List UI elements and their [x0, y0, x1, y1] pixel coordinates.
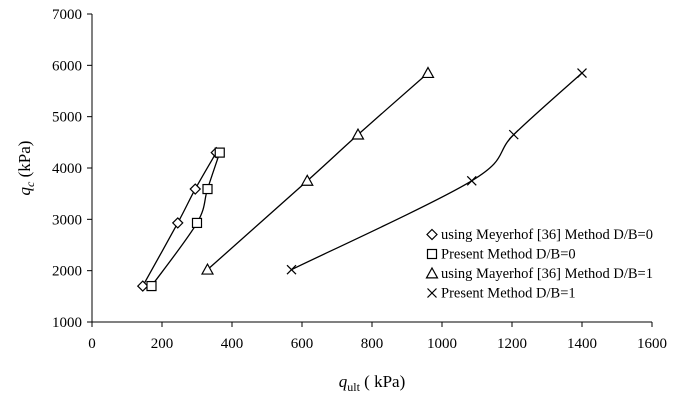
y-axis-ticks: 1000 2000 3000 4000 5000 6000 7000	[52, 7, 92, 331]
series-2-point	[202, 183, 213, 195]
series-3-point	[300, 174, 314, 186]
x-axis-label: qult ( kPa)	[339, 372, 406, 391]
series-4-point	[286, 264, 297, 275]
x-axis-label-main: q	[339, 372, 348, 391]
legend-marker-4-stroke	[427, 288, 437, 298]
y-tick-label: 6000	[52, 58, 82, 74]
series-1-point	[136, 280, 149, 292]
legend-label-2: Present Method D/B=0	[441, 247, 576, 263]
legend-marker-3	[425, 266, 439, 279]
series-4-curve	[291, 72, 583, 271]
y-axis-label-sub: c	[23, 181, 37, 187]
series-3-curve	[207, 72, 429, 271]
series-3-point	[351, 127, 365, 140]
series-1-point	[171, 217, 184, 229]
y-tick-label: 5000	[52, 110, 82, 126]
x-tick-label: 600	[291, 336, 314, 352]
series-2-curve	[150, 152, 221, 287]
y-tick-label: 7000	[52, 7, 82, 23]
x-tick-label: 400	[221, 336, 244, 352]
series-2-point	[214, 147, 225, 158]
y-axis-label: qc (kPa)	[15, 141, 37, 196]
series-1-curve	[142, 152, 217, 287]
x-tick-label: 0	[88, 336, 96, 352]
legend-marker-1	[426, 228, 438, 241]
series-1-point	[189, 183, 202, 195]
y-tick-label: 4000	[52, 161, 82, 177]
x-axis-label-sub: ult	[347, 380, 360, 391]
series-2-point	[191, 217, 203, 229]
series-2-point	[146, 280, 157, 292]
series-4-point-stroke	[286, 264, 297, 275]
trend-curves	[142, 72, 583, 287]
legend-label-1: using Meyerhof [36] Method D/B=0	[441, 227, 653, 243]
x-tick-label: 1000	[427, 336, 457, 352]
y-axis-label-main: q	[15, 186, 34, 195]
y-tick-label: 1000	[52, 315, 82, 331]
series-4-point	[577, 68, 587, 78]
x-tick-label: 1200	[497, 336, 527, 352]
x-tick-label: 800	[361, 336, 384, 352]
series-4-point-stroke	[577, 68, 587, 78]
series-3-point	[200, 262, 215, 275]
x-tick-label: 200	[151, 336, 174, 352]
series-4-point-stroke	[508, 129, 519, 140]
x-tick-label: 1600	[637, 336, 667, 352]
x-axis-label-units: ( kPa)	[360, 372, 405, 391]
legend-marker-4	[427, 288, 437, 298]
y-tick-label: 2000	[52, 264, 82, 280]
series-4-point	[466, 175, 477, 186]
data-markers	[136, 66, 587, 292]
x-axis-ticks: 0 200 400 600 800 1000 1200 1400 1600	[88, 322, 667, 352]
series-4-point-stroke	[466, 175, 477, 186]
legend-label-4: Present Method D/B=1	[441, 286, 576, 302]
legend-label-3: using Mayerhof [36] Method D/B=1	[441, 266, 653, 282]
x-tick-label: 1400	[567, 336, 597, 352]
legend-marker-2	[426, 248, 438, 260]
series-4-point	[508, 129, 519, 140]
legend: using Meyerhof [36] Method D/B=0 Present …	[425, 227, 653, 302]
y-tick-label: 3000	[52, 212, 82, 228]
series-3-point	[421, 66, 435, 79]
y-axis-label-units: (kPa)	[15, 141, 34, 182]
